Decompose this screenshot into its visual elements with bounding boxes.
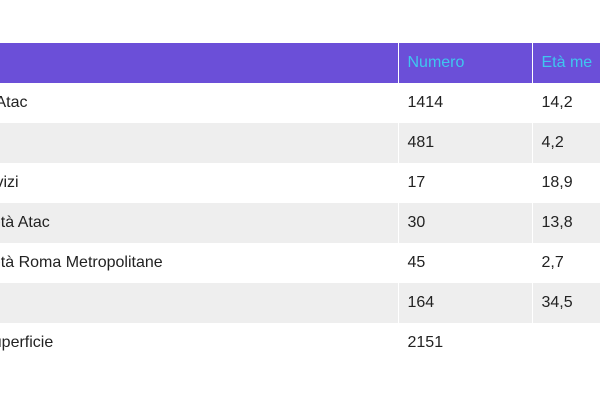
table-row: oprietà Atac 1414 14,2 [0,83,600,123]
cell-description: altri servizi [0,163,399,203]
data-table: Numero Età me oprietà Atac 1414 14,2 asi… [0,43,600,363]
table-row: i proprietà Roma Metropolitane 45 2,7 [0,243,600,283]
cell-numero: 1414 [398,83,533,123]
cell-eta: 34,5 [532,283,600,323]
cell-description: asing [0,123,399,163]
table-row-total: rizi di superficie 2151 [0,323,600,363]
cell-description: rizi di superficie [0,323,399,363]
cell-description: i proprietà Roma Metropolitane [0,243,399,283]
cell-eta: 4,2 [532,123,600,163]
cell-numero: 481 [398,123,533,163]
cell-numero: 164 [398,283,533,323]
cell-description [0,283,399,323]
cell-eta: 18,9 [532,163,600,203]
cell-eta: 2,7 [532,243,600,283]
table-row: asing 481 4,2 [0,123,600,163]
cell-numero: 2151 [398,323,533,363]
header-eta-media: Età me [532,43,600,83]
header-numero: Numero [398,43,533,83]
table-row: i proprietà Atac 30 13,8 [0,203,600,243]
cell-description: oprietà Atac [0,83,399,123]
table-row: altri servizi 17 18,9 [0,163,600,203]
cell-eta: 14,2 [532,83,600,123]
table-header-row: Numero Età me [0,43,600,83]
cell-eta [532,323,600,363]
header-description [0,43,399,83]
cell-description: i proprietà Atac [0,203,399,243]
table-row: 164 34,5 [0,283,600,323]
cell-numero: 30 [398,203,533,243]
cell-numero: 45 [398,243,533,283]
cell-eta: 13,8 [532,203,600,243]
cell-numero: 17 [398,163,533,203]
